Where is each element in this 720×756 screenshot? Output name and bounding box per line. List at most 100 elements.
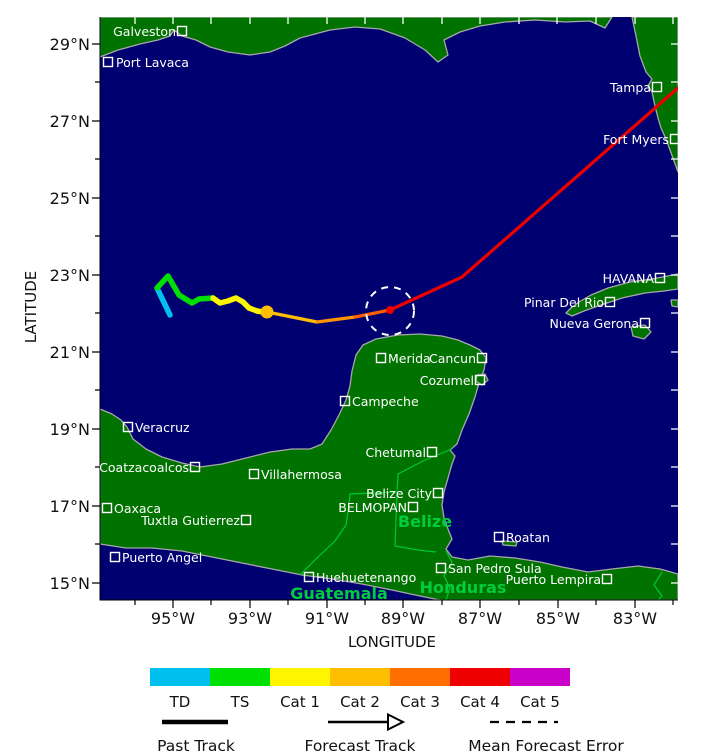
city-belmopan: BELMOPAN <box>338 500 419 515</box>
city-label: Tampa <box>609 80 651 95</box>
y-tick-label: 17°N <box>50 497 90 516</box>
city-label: Belize City <box>366 486 433 501</box>
y-tick-label: 25°N <box>50 189 90 208</box>
x-axis-title: LONGITUDE <box>348 633 436 651</box>
city-label: Cancun <box>429 351 476 366</box>
legend-label-cat2: Cat 2 <box>340 693 380 711</box>
city-marker-icon <box>339 395 351 407</box>
legend-swatch-cat1 <box>270 668 330 686</box>
city-oaxaca: Oaxaca <box>101 501 161 516</box>
city-label: Puerto Angel <box>122 550 202 565</box>
legend-swatch-cat5 <box>510 668 570 686</box>
legend-label-cat4: Cat 4 <box>460 693 500 711</box>
city-marker-icon <box>426 446 438 458</box>
x-tick-label: 91°W <box>305 609 349 628</box>
legend-label-cat5: Cat 5 <box>520 693 560 711</box>
border-belize-guatemala <box>394 491 437 553</box>
city-roatan: Roatan <box>493 530 550 545</box>
y-axis-tick-labels: 29°N 27°N 25°N 23°N 21°N 19°N 17°N 15°N <box>50 35 90 593</box>
y-tick-label: 19°N <box>50 420 90 439</box>
forecast-track-segment-2 <box>315 315 357 324</box>
city-label: Campeche <box>352 394 419 409</box>
city-port-lavaca: Port Lavaca <box>102 55 189 70</box>
forecast-track-sample-arrow <box>328 712 406 732</box>
y-tick-label: 15°N <box>50 574 90 593</box>
city-label: Puerto Lempira <box>506 572 601 587</box>
past-track-ts-segment <box>154 273 216 306</box>
city-marker-icon <box>101 502 113 514</box>
city-marker-icon <box>601 573 613 585</box>
country-label-belize: Belize <box>398 512 452 531</box>
legend-category-labels: TD TS Cat 1 Cat 2 Cat 3 Cat 4 Cat 5 <box>169 693 560 711</box>
city-tuxtla-gutierrez: Tuxtla Gutierrez <box>140 513 252 528</box>
city-pinar-del-rio: Pinar Del Rio <box>524 295 616 310</box>
city-label: Merida <box>388 351 431 366</box>
legend-swatch-td <box>150 668 210 686</box>
past-track-label: Past Track <box>157 737 235 755</box>
city-label: Tuxtla Gutierrez <box>140 513 240 528</box>
city-label: Veracruz <box>135 420 190 435</box>
city-cozumel: Cozumel <box>420 373 486 388</box>
arrow-head-icon <box>387 712 406 732</box>
city-belize-city: Belize City <box>366 486 444 501</box>
city-marker-icon <box>109 551 121 563</box>
x-tick-label: 87°W <box>458 609 502 628</box>
city-label: Villahermosa <box>261 467 342 482</box>
city-havana: HAVANA <box>603 271 666 286</box>
land-florida <box>631 17 678 173</box>
city-label: Chetumal <box>366 445 426 460</box>
city-marker-icon <box>604 296 616 308</box>
city-label: Pinar Del Rio <box>524 295 604 310</box>
land-us-gulf-coast <box>100 17 613 63</box>
city-coatzacoalcos: Coatzacoalcos <box>99 460 201 475</box>
past-track-td-segment <box>154 285 173 318</box>
x-tick-label: 85°W <box>536 609 580 628</box>
axis-spines <box>99 17 678 601</box>
city-label: Nueva Gerona <box>550 316 639 331</box>
city-label: BELMOPAN <box>338 500 407 515</box>
city-fort-myers: Fort Myers <box>603 132 678 147</box>
y-tick-label: 21°N <box>50 343 90 362</box>
city-label: Fort Myers <box>603 132 669 147</box>
city-puerto-angel: Puerto Angel <box>109 550 202 565</box>
x-axis-tick-labels: 95°W 93°W 91°W 89°W 87°W 85°W 83°W <box>151 609 657 628</box>
x-tick-label: 95°W <box>151 609 195 628</box>
city-label: HAVANA <box>603 271 655 286</box>
city-label: Coatzacoalcos <box>99 460 189 475</box>
bottom-axis-minor-ticks <box>134 600 674 605</box>
legend: TD TS Cat 1 Cat 2 Cat 3 Cat 4 Cat 5 Past… <box>150 668 624 755</box>
border-mexico-guatemala-belize <box>299 448 453 576</box>
city-label: San Pedro Sula <box>448 561 542 576</box>
mean-forecast-error-circle <box>365 286 415 336</box>
forecast-track-segment-3 <box>353 308 392 319</box>
legend-swatch-cat4 <box>450 668 510 686</box>
city-marker-icon <box>669 133 678 145</box>
land-isla-juventud <box>630 324 652 340</box>
x-tick-label: 83°W <box>613 609 657 628</box>
country-label-honduras: Honduras <box>420 578 507 597</box>
storm-track <box>154 86 678 336</box>
city-marker-icon <box>189 461 201 473</box>
city-marker-icon <box>435 562 447 574</box>
city-huehuetenango: Huehuetenango <box>303 570 416 585</box>
city-puerto-lempira: Puerto Lempira <box>506 572 613 587</box>
city-veracruz: Veracruz <box>122 420 190 435</box>
city-galveston: Galveston <box>113 24 188 39</box>
mean-forecast-error-label: Mean Forecast Error <box>468 737 624 755</box>
city-marker-icon <box>432 487 444 499</box>
forecast-track-label: Forecast Track <box>304 737 415 755</box>
past-track-cat1-segment <box>210 295 266 315</box>
city-tampa: Tampa <box>609 80 663 95</box>
city-label: Oaxaca <box>114 501 161 516</box>
country-label-guatemala: Guatemala <box>290 584 388 603</box>
legend-swatch-ts <box>210 668 270 686</box>
city-marker-icon <box>303 571 315 583</box>
forecast-track-segment-4 <box>388 86 678 312</box>
city-chetumal: Chetumal <box>366 445 438 460</box>
left-axis-minor-ticks <box>95 81 100 545</box>
country-borders <box>299 448 663 600</box>
bottom-axis-major-ticks <box>172 600 636 608</box>
left-axis-major-ticks <box>92 43 100 584</box>
city-label: Port Lavaca <box>116 55 189 70</box>
land-cay-right-edge <box>670 299 678 308</box>
